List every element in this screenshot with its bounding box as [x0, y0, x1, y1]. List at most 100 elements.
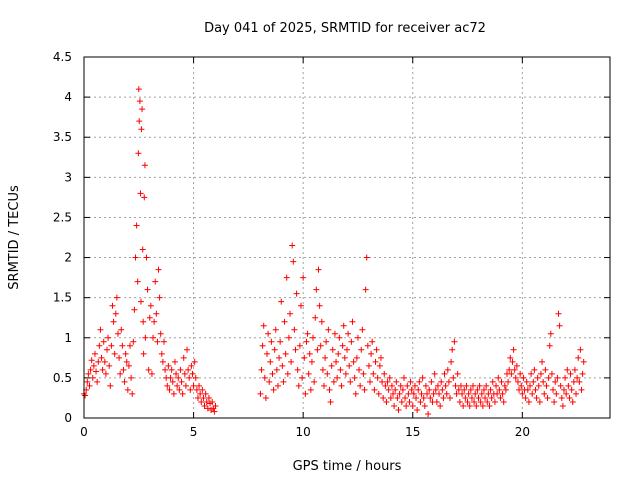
data-point	[86, 382, 93, 389]
data-point	[398, 398, 405, 405]
data-point	[138, 126, 145, 133]
data-point	[296, 342, 303, 349]
data-point	[260, 322, 267, 329]
data-point	[110, 318, 117, 325]
y-tick-label: 2	[64, 251, 72, 265]
data-point	[450, 374, 457, 381]
data-point	[107, 382, 114, 389]
y-tick-label: 4	[64, 90, 72, 104]
data-point	[297, 302, 304, 309]
data-point	[171, 358, 178, 365]
data-point	[385, 386, 392, 393]
data-point	[546, 342, 553, 349]
data-point	[442, 382, 449, 389]
data-point	[135, 86, 142, 93]
data-point	[465, 390, 472, 397]
data-point	[192, 374, 199, 381]
data-point	[474, 386, 481, 393]
data-point	[406, 398, 413, 405]
data-point	[166, 386, 173, 393]
data-point	[532, 386, 539, 393]
data-point	[417, 398, 424, 405]
data-point	[394, 394, 401, 401]
data-point	[367, 378, 374, 385]
data-point	[113, 294, 120, 301]
data-point	[391, 402, 398, 409]
data-point	[180, 354, 187, 361]
data-point	[340, 322, 347, 329]
data-point	[473, 402, 480, 409]
data-point	[449, 346, 456, 353]
data-point	[257, 390, 264, 397]
data-point	[418, 390, 425, 397]
data-point	[362, 286, 369, 293]
data-point	[499, 390, 506, 397]
data-point	[189, 370, 196, 377]
data-point	[563, 390, 570, 397]
data-point	[193, 386, 200, 393]
data-point	[134, 278, 141, 285]
data-point	[405, 390, 412, 397]
data-point	[408, 386, 415, 393]
data-point	[201, 402, 208, 409]
data-point	[570, 378, 577, 385]
data-point	[552, 378, 559, 385]
y-tick-label: 4.5	[53, 50, 72, 64]
data-point	[333, 358, 340, 365]
data-point	[420, 394, 427, 401]
data-point	[194, 394, 201, 401]
data-point	[96, 342, 103, 349]
data-point	[409, 402, 416, 409]
data-point	[528, 370, 535, 377]
data-point	[326, 386, 333, 393]
data-point	[124, 386, 131, 393]
data-point	[380, 394, 387, 401]
data-point	[539, 358, 546, 365]
data-point	[306, 350, 313, 357]
data-point	[543, 382, 550, 389]
data-point	[577, 346, 584, 353]
data-point	[150, 334, 157, 341]
data-point	[112, 310, 119, 317]
data-point	[392, 386, 399, 393]
data-point	[533, 394, 540, 401]
data-point	[349, 318, 356, 325]
data-point	[288, 358, 295, 365]
data-point	[566, 394, 573, 401]
data-point	[311, 378, 318, 385]
data-point	[305, 370, 312, 377]
data-point	[289, 242, 296, 249]
data-point	[365, 362, 372, 369]
data-point	[513, 362, 520, 369]
data-point	[142, 334, 149, 341]
data-point	[466, 402, 473, 409]
data-point	[278, 298, 285, 305]
data-point	[487, 386, 494, 393]
data-point	[196, 382, 203, 389]
data-point	[264, 350, 271, 357]
data-point	[279, 362, 286, 369]
data-point	[578, 386, 585, 393]
data-point	[339, 342, 346, 349]
data-point	[557, 382, 564, 389]
data-point	[145, 366, 152, 373]
data-point	[158, 350, 165, 357]
data-point	[85, 370, 92, 377]
y-tick-label: 3	[64, 170, 72, 184]
data-point	[430, 390, 437, 397]
data-point	[316, 302, 323, 309]
data-point	[400, 374, 407, 381]
data-point	[176, 386, 183, 393]
data-point	[576, 378, 583, 385]
data-point	[272, 326, 279, 333]
data-point	[328, 362, 335, 369]
data-point	[292, 346, 299, 353]
data-point	[395, 406, 402, 413]
data-point	[371, 386, 378, 393]
data-point	[303, 338, 310, 345]
data-point	[421, 402, 428, 409]
data-point	[436, 390, 443, 397]
data-point	[452, 382, 459, 389]
data-point	[89, 374, 96, 381]
data-point	[356, 366, 363, 373]
